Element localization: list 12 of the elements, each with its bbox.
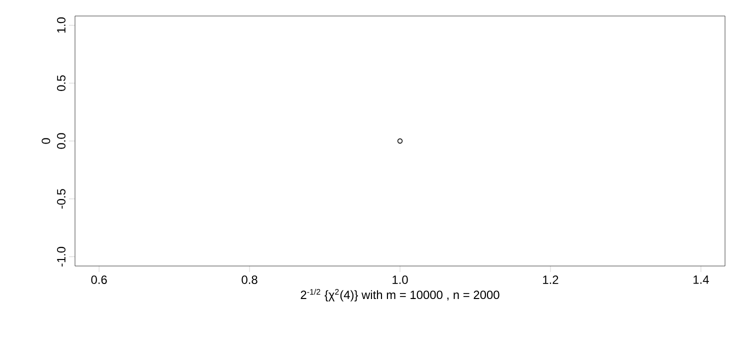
y-axis-title: 0 [42, 138, 50, 144]
x-tick-label: 1.2 [543, 276, 558, 284]
x-axis-title: 2$^{-1/2}$ {χ$^{2}$(4)} with m = 10000 , n = 2000 [300, 288, 500, 302]
y-tick-label: -0.5 [57, 189, 66, 209]
x-tick-label: 1.4 [694, 276, 709, 284]
x-tick-label: 0.8 [242, 276, 258, 284]
y-tick-label: 1.0 [57, 17, 66, 33]
y-tick-label: 0.5 [57, 75, 66, 91]
y-tick-label: 0.0 [57, 133, 66, 149]
y-tick-label: -1.0 [57, 246, 66, 267]
x-tick-label: 1.0 [392, 276, 408, 284]
x-tick-label: 0.6 [91, 276, 107, 284]
